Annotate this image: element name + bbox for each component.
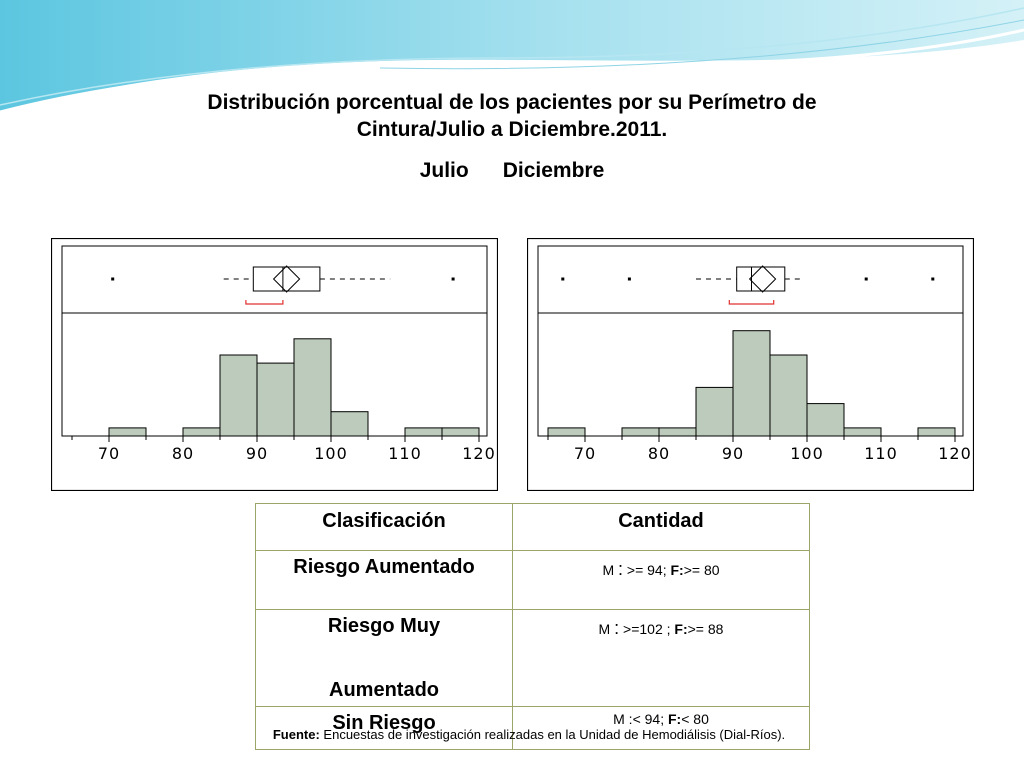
boxplot-box: [252, 266, 321, 292]
median-ci-bracket: [245, 300, 284, 305]
row-label-riesgo-aumentado: Riesgo Aumentado: [255, 550, 513, 610]
row-label-sin-riesgo: Sin Riesgo: [255, 706, 513, 750]
x-tick-label: 120: [462, 444, 496, 463]
histogram-bar: [256, 362, 295, 437]
boxplot-mean-diamond: [748, 265, 777, 293]
median-ci-bracket: [728, 300, 775, 305]
histogram-bar: [917, 427, 956, 437]
header-clasificacion: Clasificación: [255, 503, 513, 551]
boxplot-outlier: [451, 277, 455, 281]
chart-diciembre: 70 80 90 100 110 120: [527, 238, 974, 491]
x-tick-label: 80: [172, 444, 194, 463]
histogram-bar: [219, 354, 258, 437]
boxplot-outlier: [561, 277, 565, 281]
label-diciembre: Diciembre: [502, 159, 605, 182]
histogram-bar: [658, 427, 697, 437]
x-tick-label: 120: [938, 444, 972, 463]
x-tick-label: 90: [246, 444, 268, 463]
boxplot-outlier: [864, 277, 868, 281]
decorative-banner: [0, 0, 1024, 114]
x-tick-label: 110: [864, 444, 898, 463]
x-tick-label: 100: [314, 444, 348, 463]
row-value-riesgo-aumentado: M : >= 94; F:>= 80: [512, 550, 810, 610]
histogram-bar: [108, 427, 147, 437]
boxplot-mean-diamond: [272, 265, 301, 293]
histogram-bar: [621, 427, 660, 437]
boxplot-outlier: [627, 277, 631, 281]
histogram-bar: [806, 403, 845, 437]
histogram-bar: [769, 354, 808, 437]
histogram-bar: [330, 411, 369, 437]
x-tick-label: 90: [722, 444, 744, 463]
histogram-bar: [843, 427, 882, 437]
x-tick-label: 110: [388, 444, 422, 463]
classification-table: Clasificación Cantidad Riesgo Aumentado …: [255, 503, 810, 750]
histogram-bar: [293, 338, 332, 437]
x-tick-label: 80: [648, 444, 670, 463]
boxplot-box: [736, 266, 786, 292]
row-label-riesgo-muy-aumentado: Riesgo Muy Aumentado: [255, 609, 513, 707]
histogram-bar: [695, 386, 734, 437]
histogram-bar: [732, 330, 771, 437]
row-value-riesgo-muy-aumentado: M : >=102 ; F:>= 88: [512, 609, 810, 707]
x-tick-label: 100: [790, 444, 824, 463]
panel-labels: Julio Diciembre: [0, 158, 1024, 184]
chart-julio: 70 80 90 100 110 120: [51, 238, 498, 491]
histogram-bar: [182, 427, 221, 437]
chart-title-line-1: Distribución porcentual de los pacientes…: [207, 91, 817, 114]
histogram-bar: [404, 427, 443, 437]
x-tick-label: 70: [574, 444, 596, 463]
row-value-sin-riesgo: M :< 94; F:< 80: [512, 706, 810, 750]
header-cantidad: Cantidad: [512, 503, 810, 551]
chart-title-line-2: Cintura/Julio a Diciembre.2011.: [356, 118, 668, 141]
histogram-bar: [441, 427, 480, 437]
boxplot-outlier: [931, 277, 935, 281]
histogram-bar: [547, 427, 586, 437]
source-note: Fuente: Encuestas de investigación reali…: [0, 727, 1024, 742]
label-julio: Julio: [419, 159, 469, 182]
boxplot-outlier: [111, 277, 115, 281]
source-label: Fuente:: [272, 727, 320, 742]
x-tick-label: 70: [98, 444, 120, 463]
source-text: Encuestas de investigación realizadas en…: [323, 727, 786, 742]
